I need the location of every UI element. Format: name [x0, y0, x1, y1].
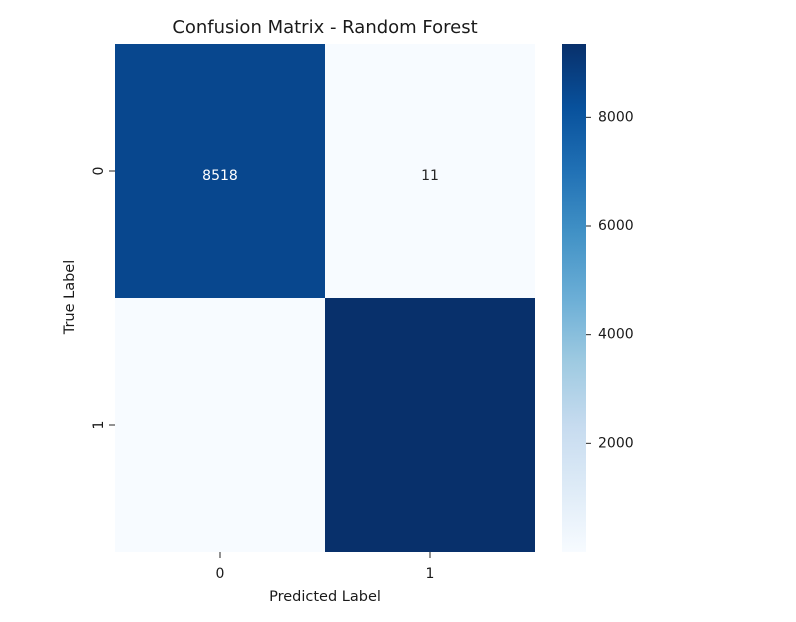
- y-tick-label: 1: [91, 421, 107, 430]
- colorbar-tick-label: 8000: [598, 109, 634, 125]
- heatmap-cell-1-1: [325, 298, 535, 552]
- chart-title: Confusion Matrix - Random Forest: [172, 17, 477, 38]
- cell-value-label-0-1: 11: [421, 168, 439, 184]
- x-axis-label: Predicted Label: [269, 589, 381, 605]
- colorbar-tick-label: 4000: [598, 327, 634, 343]
- heatmap-cell-0-0: [115, 44, 325, 298]
- cell-value-label-0-0: 8518: [202, 168, 238, 184]
- heatmap-cells: 8518 11: [115, 44, 535, 552]
- x-tick-label: 0: [216, 566, 225, 582]
- colorbar: [562, 44, 586, 552]
- colorbar-ticks: 2000 4000 6000 8000: [586, 109, 634, 451]
- y-axis-ticks: 01: [91, 167, 115, 430]
- x-tick-label: 1: [426, 566, 435, 582]
- y-axis-label: True Label: [62, 260, 78, 336]
- colorbar-tick-label: 2000: [598, 435, 634, 451]
- heatmap-cell-0-1: [325, 44, 535, 298]
- colorbar-tick-label: 6000: [598, 218, 634, 234]
- heatmap-cell-1-0: [115, 298, 325, 552]
- y-tick-label: 0: [91, 167, 107, 176]
